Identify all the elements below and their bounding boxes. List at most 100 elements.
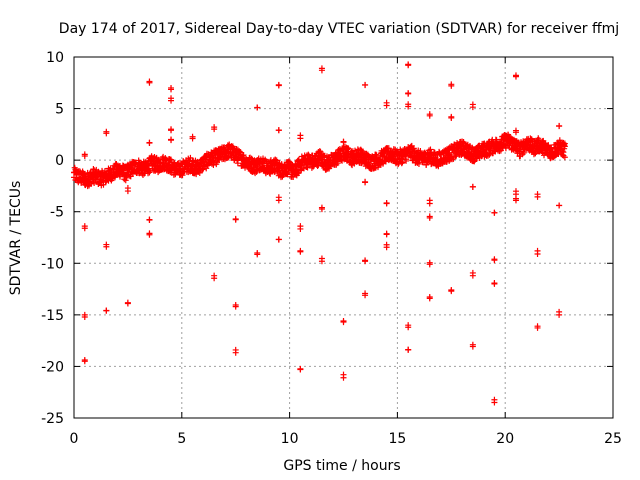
data-point	[91, 179, 98, 186]
y-tick-label: 5	[55, 102, 64, 118]
data-point	[426, 213, 433, 220]
data-point	[383, 244, 390, 251]
data-point	[168, 126, 175, 133]
data-point	[146, 216, 153, 223]
data-point	[556, 202, 563, 209]
data-point	[385, 145, 392, 152]
data-point	[383, 230, 390, 237]
data-point	[168, 156, 175, 163]
y-tick-label: -20	[41, 359, 64, 375]
data-point	[132, 160, 139, 167]
y-tick-label: -15	[41, 308, 64, 324]
data-point	[297, 225, 304, 232]
data-point	[88, 180, 95, 187]
data-point	[405, 101, 412, 108]
data-point	[146, 231, 153, 238]
data-point	[359, 148, 366, 155]
data-point	[561, 154, 568, 161]
data-point	[534, 193, 541, 200]
data-point	[405, 324, 412, 331]
data-point	[124, 185, 131, 192]
x-tick-label: 20	[496, 431, 514, 447]
data-point	[340, 317, 347, 324]
chart-title: Day 174 of 2017, Sidereal Day-to-day VTE…	[59, 21, 619, 37]
data-point	[275, 194, 282, 201]
data-point	[491, 209, 498, 216]
data-point	[168, 86, 175, 93]
data-point	[448, 81, 455, 88]
data-point	[297, 135, 304, 142]
data-point	[405, 61, 412, 68]
data-point	[340, 139, 347, 146]
x-tick-label: 5	[177, 431, 186, 447]
data-point	[383, 199, 390, 206]
data-point	[278, 161, 285, 168]
data-point	[548, 144, 555, 151]
data-point	[469, 343, 476, 350]
data-point	[254, 251, 261, 258]
data-point	[267, 170, 274, 177]
data-point	[426, 293, 433, 300]
data-point	[493, 137, 500, 144]
data-point	[275, 236, 282, 243]
data-point	[491, 396, 498, 403]
data-point	[318, 67, 325, 74]
data-point	[189, 133, 196, 140]
data-point	[124, 299, 131, 306]
y-tick-label: -25	[41, 411, 64, 427]
data-point	[81, 151, 88, 158]
x-axis-label: GPS time / hours	[283, 458, 400, 474]
data-point	[512, 72, 519, 79]
data-point	[318, 255, 325, 262]
data-point	[426, 259, 433, 266]
data-point	[426, 197, 433, 204]
data-point	[318, 206, 325, 213]
data-point	[372, 151, 379, 158]
data-point	[520, 149, 527, 156]
data-point	[168, 97, 175, 104]
plot-frame	[73, 56, 614, 419]
data-point	[469, 183, 476, 190]
data-point	[534, 324, 541, 331]
data-point	[81, 223, 88, 230]
x-tick-label: 15	[388, 431, 406, 447]
data-point	[362, 82, 369, 89]
data-point	[199, 166, 206, 173]
data-point	[512, 127, 519, 134]
data-point	[211, 275, 218, 282]
data-point	[275, 82, 282, 89]
data-point	[344, 145, 351, 152]
y-tick-label: -10	[41, 256, 64, 272]
grid-lines	[74, 57, 613, 418]
data-point	[448, 286, 455, 293]
data-point	[340, 374, 347, 381]
y-tick-label: 0	[55, 153, 64, 169]
y-tick-labels: -25 -20 -15 -10 -5 0 5 10	[41, 50, 64, 427]
data-point	[81, 356, 88, 363]
data-point	[232, 302, 239, 309]
data-point	[254, 104, 261, 111]
data-point	[491, 256, 498, 263]
y-tick-label: 10	[46, 50, 64, 66]
x-tick-label: 0	[70, 431, 79, 447]
data-point	[427, 146, 434, 153]
data-point	[103, 128, 110, 135]
data-point	[513, 144, 520, 151]
data-point	[512, 195, 519, 202]
data-point	[435, 163, 442, 170]
data-point	[417, 148, 424, 155]
data-point	[556, 308, 563, 315]
data-point	[146, 139, 153, 146]
data-point	[187, 154, 194, 161]
data-point	[157, 158, 164, 165]
data-point	[297, 248, 304, 255]
data-point	[556, 122, 563, 129]
data-point	[405, 346, 412, 353]
y-tick-label: -5	[50, 205, 64, 221]
x-tick-label: 10	[281, 431, 299, 447]
data-point	[232, 349, 239, 356]
x-tick-label: 25	[604, 431, 622, 447]
data-point	[314, 162, 321, 169]
data-point	[415, 160, 422, 167]
